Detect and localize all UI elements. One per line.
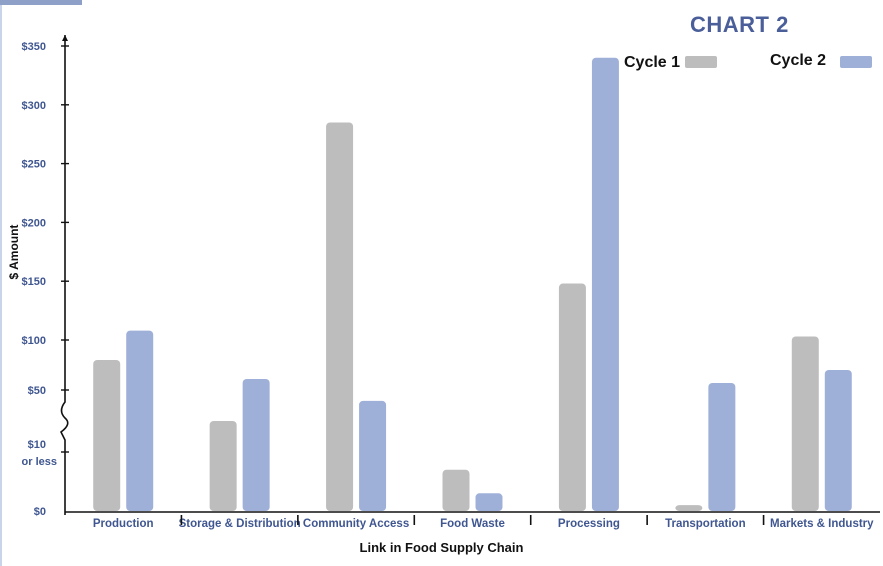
bar-2-0 <box>126 330 154 511</box>
y-tick-label-5: $100 <box>22 335 46 347</box>
y-tick-label-4: $150 <box>22 276 46 288</box>
bar-1-6 <box>791 336 819 511</box>
bar-2-3 <box>475 493 503 511</box>
legend-label-cycle-1: Cycle 1 <box>624 54 681 71</box>
chart-title: CHART 2 <box>690 12 789 37</box>
x-tick-label-2: Community Access <box>303 518 409 530</box>
page-edge-line <box>0 0 2 566</box>
bar-1-2 <box>326 122 354 511</box>
y-tick-label-1: $300 <box>22 100 46 112</box>
y-tick-label-7: $10 <box>28 439 46 451</box>
legend-label-cycle-2: Cycle 2 <box>770 52 827 69</box>
y-tick-label-2: $250 <box>22 159 46 171</box>
bar-2-2 <box>359 400 387 511</box>
legend-swatch-cycle-2 <box>840 56 872 68</box>
y-tick-label-6: $50 <box>28 385 46 397</box>
x-tick-label-6: Markets & Industry <box>770 518 874 530</box>
x-tick-label-3: Food Waste <box>440 518 505 530</box>
x-tick-label-4: Processing <box>558 518 620 530</box>
bar-2-6 <box>824 370 852 511</box>
legend-swatch-cycle-1 <box>685 56 717 68</box>
y-tick-label-8: $0 <box>34 506 46 518</box>
bar-2-4 <box>591 57 619 511</box>
y-tick-label-3: $200 <box>22 217 46 229</box>
x-axis-label: Link in Food Supply Chain <box>359 540 524 555</box>
bar-1-4 <box>558 283 586 511</box>
y-axis-line <box>59 35 69 515</box>
y-tick-sublabel-7: or less <box>22 456 57 468</box>
bar-2-5 <box>708 383 736 511</box>
x-tick-label-0: Production <box>93 518 154 530</box>
x-tick-label-1: Storage & Distribution <box>179 518 301 530</box>
bar-1-1 <box>209 421 237 511</box>
bar-1-5 <box>675 505 703 511</box>
page-corner-tab <box>0 0 82 5</box>
y-tick-label-0: $350 <box>22 41 46 53</box>
x-tick-label-5: Transportation <box>665 518 746 530</box>
bar-1-3 <box>442 469 470 511</box>
bar-2-1 <box>242 379 270 511</box>
y-axis-arrow <box>62 35 68 41</box>
bar-1-0 <box>93 360 121 511</box>
